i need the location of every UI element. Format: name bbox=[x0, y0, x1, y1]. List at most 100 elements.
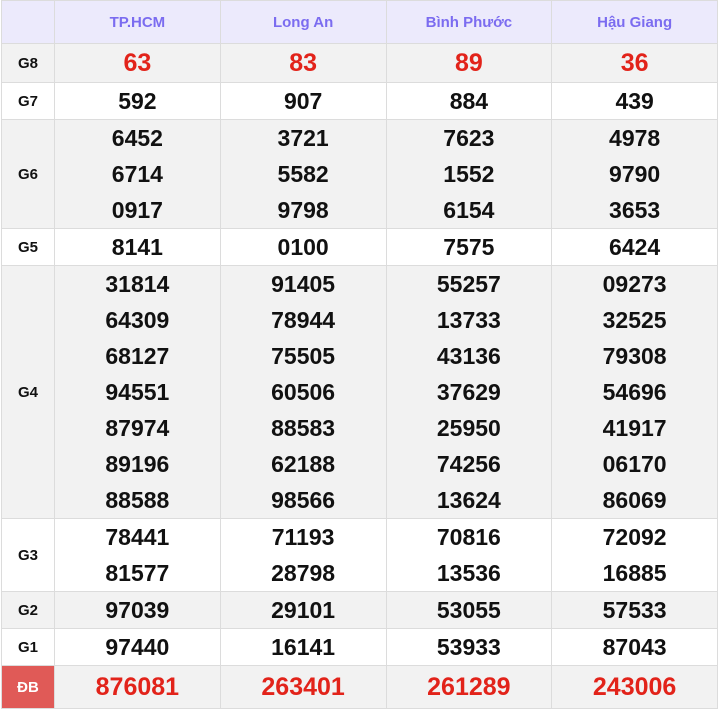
prize-cell: 36 bbox=[551, 43, 718, 83]
prize-number: 9798 bbox=[277, 197, 329, 223]
prize-cell: 31814 64309 68127 94551 87974 89196 88588 bbox=[54, 265, 221, 519]
prize-label: ĐB bbox=[1, 665, 55, 709]
prize-number: 91405 bbox=[271, 271, 336, 297]
prize-number: 88583 bbox=[271, 415, 336, 441]
prize-cell: 87043 bbox=[551, 628, 718, 666]
prize-number: 439 bbox=[615, 88, 654, 114]
prize-number: 54696 bbox=[602, 379, 667, 405]
prize-label: G1 bbox=[1, 628, 55, 666]
prize-number: 261289 bbox=[427, 673, 511, 701]
prize-row-g4: G4 31814 64309 68127 94551 87974 89196 88588 914… bbox=[1, 265, 718, 519]
prize-cell: 78441 81577 bbox=[54, 518, 221, 592]
prize-number: 3721 bbox=[277, 125, 329, 151]
prize-number: 06170 bbox=[602, 451, 667, 477]
prize-number: 88588 bbox=[105, 487, 170, 513]
prize-number: 78441 bbox=[105, 524, 170, 550]
prize-cell: 4978 9790 3653 bbox=[551, 119, 718, 229]
prize-number: 63 bbox=[123, 49, 152, 77]
prize-number: 876081 bbox=[95, 673, 180, 701]
prize-number: 13624 bbox=[436, 487, 501, 513]
prize-number: 16141 bbox=[271, 634, 336, 660]
prize-number: 0917 bbox=[111, 197, 163, 223]
province-header: Hậu Giang bbox=[551, 0, 718, 44]
prize-number: 89 bbox=[454, 49, 483, 77]
prize-number: 57533 bbox=[602, 597, 667, 623]
prize-row-g2: G2 97039 29101 53055 57533 bbox=[1, 591, 718, 629]
prize-cell: 53933 bbox=[385, 628, 553, 666]
prize-label: G4 bbox=[1, 265, 55, 519]
prize-cell: 0100 bbox=[219, 228, 387, 266]
prize-label: G5 bbox=[1, 228, 55, 266]
prize-number: 1552 bbox=[443, 161, 495, 187]
prize-number: 71193 bbox=[271, 524, 335, 550]
prize-row-g6: G6 6452 6714 0917 3721 5582 9798 7623 1552 6154 49… bbox=[1, 119, 718, 229]
prize-number: 4978 bbox=[609, 125, 661, 151]
prize-cell: 55257 13733 43136 37629 25950 74256 13624 bbox=[385, 265, 553, 519]
province-header: TP.HCM bbox=[54, 0, 221, 44]
prize-cell: 7575 bbox=[385, 228, 553, 266]
prize-number: 89196 bbox=[105, 451, 170, 477]
prize-cell: 53055 bbox=[385, 591, 553, 629]
prize-row-g8: G8 63 83 89 36 bbox=[1, 43, 718, 83]
prize-number: 72092 bbox=[602, 524, 667, 550]
prize-number: 32525 bbox=[602, 307, 667, 333]
prize-number: 60506 bbox=[271, 379, 336, 405]
prize-cell: 263401 bbox=[219, 665, 387, 709]
prize-number: 7575 bbox=[443, 234, 495, 260]
prize-cell: 592 bbox=[54, 82, 221, 120]
prize-number: 25950 bbox=[436, 415, 501, 441]
prize-number: 31814 bbox=[105, 271, 170, 297]
prize-number: 78944 bbox=[271, 307, 336, 333]
prize-cell: 63 bbox=[54, 43, 221, 83]
prize-row-g3: G3 78441 81577 71193 28798 70816 13536 72092 168… bbox=[1, 518, 718, 592]
prize-cell: 876081 bbox=[54, 665, 221, 709]
prize-number: 09273 bbox=[602, 271, 667, 297]
prize-cell: 439 bbox=[551, 82, 718, 120]
prize-number: 16885 bbox=[602, 560, 667, 586]
prize-number: 53055 bbox=[436, 597, 501, 623]
prize-number: 83 bbox=[289, 49, 318, 77]
prize-row-g1: G1 97440 16141 53933 87043 bbox=[1, 628, 718, 666]
prize-number: 97440 bbox=[105, 634, 170, 660]
prize-cell: 8141 bbox=[54, 228, 221, 266]
prize-cell: 89 bbox=[385, 43, 553, 83]
prize-number: 13733 bbox=[436, 307, 501, 333]
prize-number: 8141 bbox=[111, 234, 163, 260]
prize-number: 13536 bbox=[436, 560, 501, 586]
prize-number: 884 bbox=[449, 88, 489, 114]
prize-number: 43136 bbox=[436, 343, 501, 369]
prize-label: G8 bbox=[1, 43, 55, 83]
province-header: Long An bbox=[219, 0, 387, 44]
prize-number: 64309 bbox=[105, 307, 170, 333]
prize-number: 0100 bbox=[277, 234, 329, 260]
prize-number: 592 bbox=[118, 88, 157, 114]
prize-number: 70816 bbox=[436, 524, 501, 550]
province-header: Bình Phước bbox=[385, 0, 553, 44]
prize-cell: 57533 bbox=[551, 591, 718, 629]
prize-number: 94551 bbox=[105, 379, 170, 405]
prize-number: 6424 bbox=[609, 234, 661, 260]
prize-cell: 91405 78944 75505 60506 88583 62188 98566 bbox=[219, 265, 387, 519]
prize-number: 28798 bbox=[271, 560, 336, 586]
prize-number: 3653 bbox=[609, 197, 661, 223]
prize-number: 86069 bbox=[602, 487, 667, 513]
prize-cell: 97039 bbox=[54, 591, 221, 629]
prize-cell: 884 bbox=[385, 82, 553, 120]
prize-number: 41917 bbox=[602, 415, 667, 441]
prize-number: 62188 bbox=[271, 451, 336, 477]
prize-number: 5582 bbox=[277, 161, 329, 187]
prize-cell: 7623 1552 6154 bbox=[385, 119, 553, 229]
prize-cell: 97440 bbox=[54, 628, 221, 666]
prize-number: 6714 bbox=[111, 161, 163, 187]
prize-number: 263401 bbox=[261, 673, 345, 701]
prize-cell: 3721 5582 9798 bbox=[219, 119, 387, 229]
prize-cell: 243006 bbox=[551, 665, 718, 709]
prize-number: 6452 bbox=[111, 125, 163, 151]
prize-row-g7: G7 592 907 884 439 bbox=[1, 82, 718, 120]
prize-row-g5: G5 8141 0100 7575 6424 bbox=[1, 228, 718, 266]
prize-label: G2 bbox=[1, 591, 55, 629]
prize-row-đb: ĐB 876081 263401 261289 243006 bbox=[1, 665, 718, 709]
prize-number: 75505 bbox=[271, 343, 336, 369]
prize-cell: 83 bbox=[219, 43, 387, 83]
